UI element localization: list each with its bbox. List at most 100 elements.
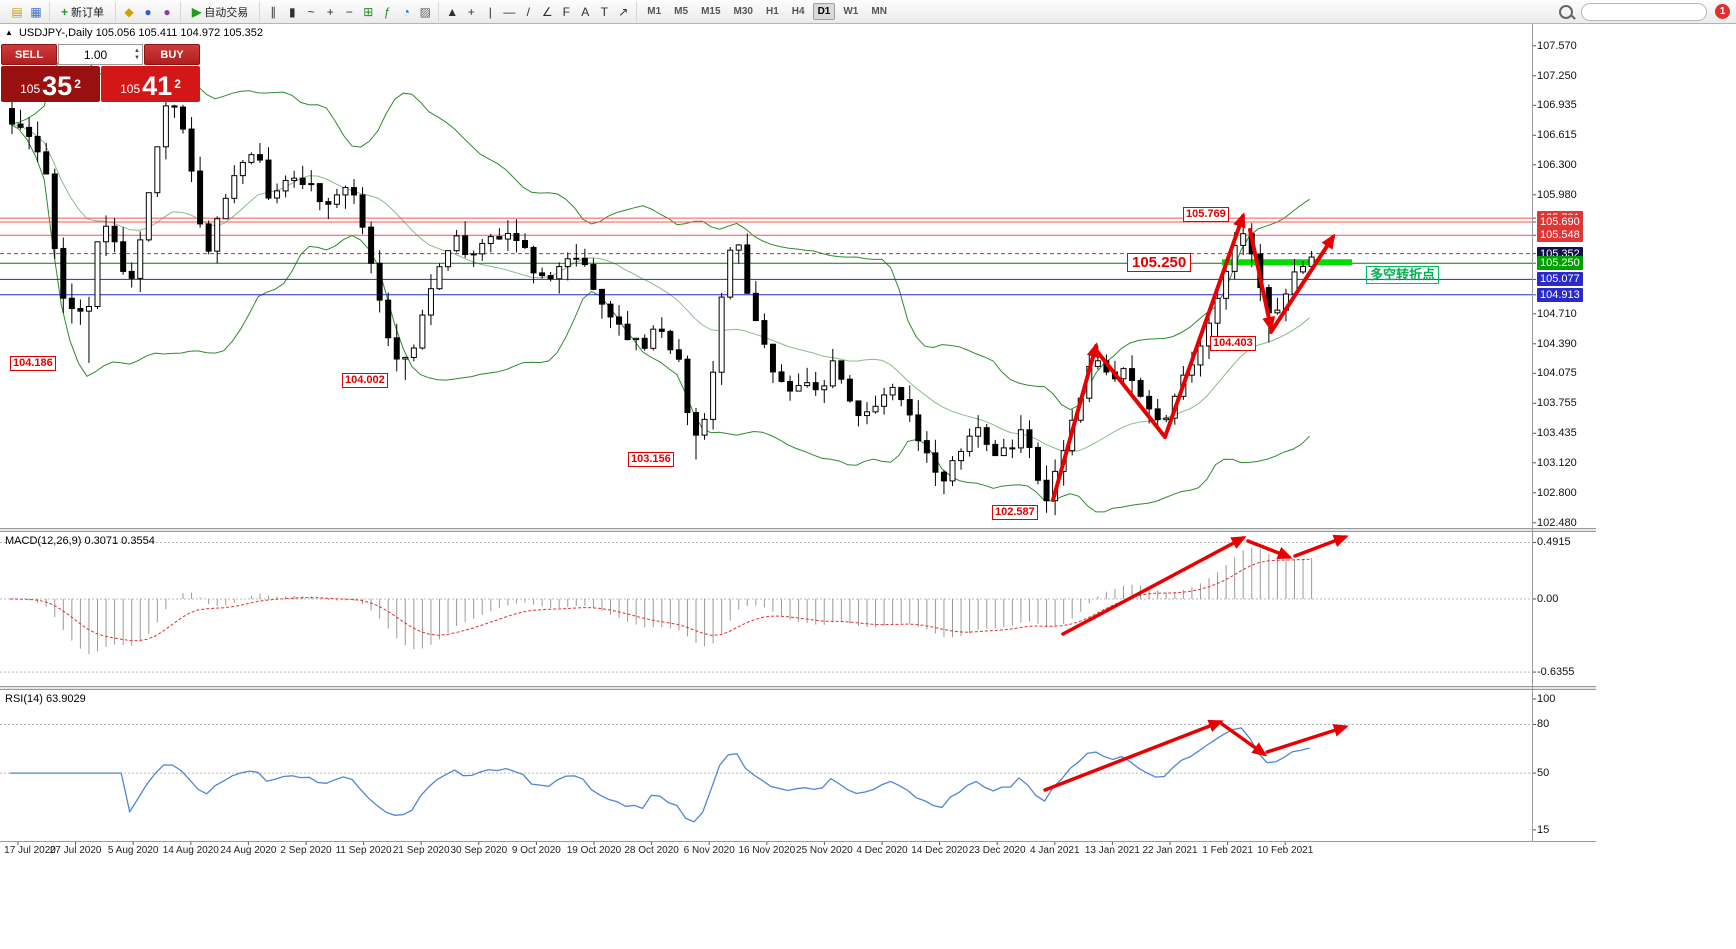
templates-icon[interactable]: ▨ <box>419 4 431 19</box>
price-chart-panel[interactable] <box>0 24 1596 528</box>
volume-input[interactable] <box>59 46 133 63</box>
timeframe-m5[interactable]: M5 <box>674 6 689 17</box>
terminal-icon[interactable]: ● <box>163 4 171 19</box>
bar-chart-icon[interactable]: ∥ <box>270 4 277 19</box>
date-axis-label: 5 Aug 2020 <box>107 845 159 856</box>
volume-down-icon[interactable]: ▼ <box>134 54 140 61</box>
autotrade-button[interactable]: ▶ 自动交易 <box>185 2 255 22</box>
one-click-trading-panel: SELL ▲ ▼ BUY 105 35 2 105 <box>1 44 200 102</box>
axis-price-label: 105.980 <box>1537 188 1577 201</box>
zoom-in-icon[interactable]: + <box>326 4 334 19</box>
date-axis-label: 28 Oct 2020 <box>624 845 679 856</box>
volume-up-icon[interactable]: ▲ <box>134 47 140 54</box>
line-chart-icon[interactable]: ~ <box>307 4 315 19</box>
cursor-icon[interactable]: ▲ <box>446 4 459 19</box>
horizontal-line-icon[interactable]: — <box>503 4 516 19</box>
grid-icon[interactable]: ⊞ <box>363 4 374 19</box>
timeframe-m15[interactable]: M15 <box>701 6 721 17</box>
date-axis-label: 9 Oct 2020 <box>511 845 561 856</box>
chart-title: ▲ USDJPY-,Daily 105.056 105.411 104.972 … <box>5 27 263 39</box>
price-callout[interactable]: 104.403 <box>1210 336 1256 351</box>
period-icon[interactable]: ◔ <box>402 4 410 19</box>
metaeditor-icon[interactable]: ◆ <box>124 4 134 19</box>
timeframe-h1[interactable]: H1 <box>765 6 779 17</box>
new-order-button[interactable]: + 新订单 <box>54 2 111 22</box>
chart-tools-group: ∥ ▮ ~ + − ⊞ ƒ ◔ ▨ <box>260 1 440 22</box>
buy-price-big: 41 <box>142 71 173 101</box>
buy-button[interactable]: BUY <box>144 44 200 65</box>
macd-label: MACD(12,26,9) 0.3071 0.3554 <box>5 535 155 547</box>
date-axis-label: 6 Nov 2020 <box>683 845 735 856</box>
autotrade-group: ▶ 自动交易 <box>181 1 261 22</box>
axis-price-label-line: 105.548 <box>1537 228 1583 243</box>
rsi-axis-label: 80 <box>1537 718 1550 731</box>
price-axis-separator <box>1532 24 1533 841</box>
new-order-group: + 新订单 <box>50 1 117 22</box>
trendline-icon[interactable]: / <box>526 4 530 19</box>
price-callout[interactable]: 104.186 <box>10 356 56 371</box>
search-icon[interactable] <box>1559 4 1573 19</box>
axis-price-label: 104.390 <box>1537 337 1577 350</box>
main-toolbar: ▤ ▦ + 新订单 ◆ ● ● ▶ 自动交易 ∥ ▮ ~ + − ⊞ ƒ ◔ ▨ ▲ + | — / ∠ F A T ↗… <box>0 0 1736 24</box>
arrows-icon[interactable]: ↗ <box>618 4 629 19</box>
volume-spin: ▲ ▼ <box>132 48 142 62</box>
candlestick-chart-icon[interactable]: ▮ <box>288 4 296 19</box>
turning-point-annotation[interactable]: 多空转折点 <box>1366 266 1440 284</box>
date-axis-label: 21 Sep 2020 <box>392 845 450 856</box>
zoom-out-icon[interactable]: − <box>345 4 353 19</box>
axis-price-label-line: 105.077 <box>1537 272 1583 287</box>
price-callout[interactable]: 105.250 <box>1127 253 1192 272</box>
date-axis-label: 11 Sep 2020 <box>335 845 392 856</box>
date-axis-label: 27 Jul 2020 <box>49 845 102 856</box>
crosshair-icon[interactable]: + <box>467 4 475 19</box>
axis-price-label: 103.120 <box>1537 456 1577 469</box>
macd-panel[interactable] <box>0 532 1596 686</box>
timeframe-mn[interactable]: MN <box>871 6 887 17</box>
market-watch-icon[interactable]: ● <box>144 4 152 19</box>
sell-price-big: 35 <box>42 71 73 101</box>
buy-price[interactable]: 105 41 2 <box>101 66 200 102</box>
chart-profiles-icon[interactable]: ▦ <box>30 4 42 19</box>
drawing-tools-group: ▲ + | — / ∠ F A T ↗ <box>439 1 638 22</box>
axis-price-label: 106.935 <box>1537 99 1577 112</box>
date-axis-label: 4 Dec 2020 <box>856 845 908 856</box>
rsi-label: RSI(14) 63.9029 <box>5 693 86 705</box>
new-chart-icon[interactable]: ▤ <box>11 4 23 19</box>
axis-price-label-line: 104.913 <box>1537 287 1583 302</box>
date-axis-label: 13 Jan 2021 <box>1084 845 1140 856</box>
date-axis-label: 10 Feb 2021 <box>1257 845 1314 856</box>
equidistant-channel-icon[interactable]: ∠ <box>541 4 553 19</box>
trend-up-icon: ▲ <box>5 28 13 37</box>
price-callout[interactable]: 102.587 <box>992 505 1038 520</box>
search-input[interactable] <box>1581 2 1707 21</box>
timeframe-w1[interactable]: W1 <box>843 6 859 17</box>
chart-ohlc: 105.056 105.411 104.972 105.352 <box>95 27 264 39</box>
sell-price[interactable]: 105 35 2 <box>1 66 100 102</box>
price-callout[interactable]: 103.156 <box>628 452 674 467</box>
timeframe-m30[interactable]: M30 <box>733 6 753 17</box>
rsi-axis-label: 15 <box>1537 823 1550 836</box>
date-axis-label: 22 Jan 2021 <box>1142 845 1198 856</box>
date-axis-label: 4 Jan 2021 <box>1030 845 1080 856</box>
text-icon[interactable]: A <box>581 4 590 19</box>
axis-price-label: 106.615 <box>1537 129 1577 142</box>
timeframe-h4[interactable]: H4 <box>791 6 805 17</box>
text-label-icon[interactable]: T <box>600 4 608 19</box>
timeframe-d1[interactable]: D1 <box>812 3 836 20</box>
notification-badge[interactable]: 1 <box>1715 4 1730 19</box>
sell-price-prefix: 105 <box>20 82 41 96</box>
axis-price-label: 103.435 <box>1537 427 1577 440</box>
rsi-panel[interactable] <box>0 690 1596 840</box>
price-callout[interactable]: 105.769 <box>1183 207 1229 222</box>
panel-separator[interactable] <box>0 528 1596 532</box>
sell-button[interactable]: SELL <box>1 44 57 65</box>
vertical-line-icon[interactable]: | <box>488 4 492 19</box>
timeframe-m1[interactable]: M1 <box>647 6 662 17</box>
fibonacci-icon[interactable]: F <box>562 4 570 19</box>
price-callout[interactable]: 104.002 <box>342 373 388 388</box>
axis-price-label-line: 105.250 <box>1537 256 1583 271</box>
axis-price-label: 106.300 <box>1537 158 1577 171</box>
panel-separator[interactable] <box>0 686 1596 690</box>
indicators-icon[interactable]: ƒ <box>383 4 391 19</box>
